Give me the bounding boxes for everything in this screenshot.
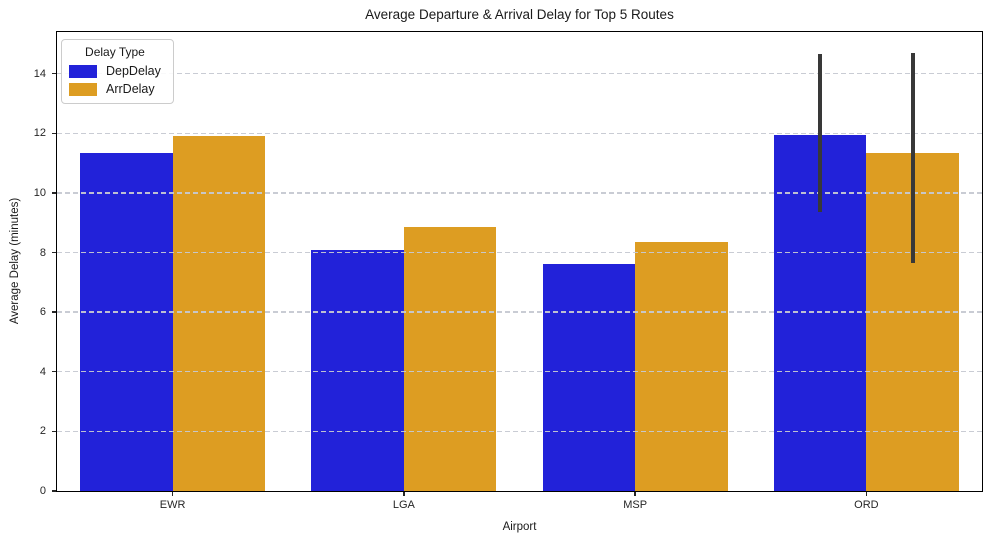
bar-MSP-DepDelay	[542, 264, 636, 491]
y-tick-label-4: 4	[39, 365, 46, 378]
plot-area: Delay Type DepDelay ArrDelay	[56, 31, 983, 492]
x-tick-label-EWR: EWR	[159, 499, 186, 511]
y-axis-label: Average Delay (minutes)	[9, 197, 21, 325]
y-tick-label-14: 14	[33, 67, 46, 80]
y-tick-mark-2	[52, 430, 56, 433]
gridline-y-4	[57, 371, 982, 373]
bar-MSP-ArrDelay	[635, 242, 728, 491]
x-tick-mark-LGA	[403, 492, 405, 496]
bar-LGA-ArrDelay	[403, 227, 497, 491]
legend-item-ArrDelay: ArrDelay	[69, 82, 161, 96]
x-tick-mark-ORD	[865, 492, 868, 496]
y-tick-label-0: 0	[39, 485, 46, 497]
y-tick-mark-12	[52, 132, 56, 135]
legend-item-DepDelay: DepDelay	[69, 64, 161, 78]
legend-title: Delay Type	[85, 45, 145, 59]
y-tick-mark-8	[52, 251, 56, 254]
y-tick-mark-10	[52, 192, 56, 194]
gridline-y-6	[57, 311, 982, 313]
legend-swatch-ArrDelay	[69, 82, 97, 96]
x-tick-label-ORD: ORD	[854, 499, 879, 511]
legend-label-ArrDelay: ArrDelay	[106, 82, 155, 96]
gridline-y-8	[57, 251, 982, 254]
errorbar-ORD-DepDelay	[818, 54, 823, 213]
y-tick-mark-0	[52, 490, 56, 492]
bar-LGA-DepDelay	[311, 249, 404, 491]
gridline-y-14	[57, 73, 982, 75]
x-tick-mark-EWR	[171, 492, 174, 496]
y-tick-mark-14	[52, 73, 56, 75]
x-axis-label: Airport	[502, 521, 537, 533]
gridline-y-12	[57, 132, 982, 135]
y-tick-label-10: 10	[33, 186, 46, 199]
x-tick-label-MSP: MSP	[623, 499, 648, 511]
y-tick-label-12: 12	[33, 127, 46, 140]
y-tick-mark-6	[52, 311, 56, 313]
y-tick-label-6: 6	[39, 306, 46, 319]
legend-label-DepDelay: DepDelay	[106, 64, 161, 78]
legend-swatch-DepDelay	[69, 64, 97, 78]
gridline-y-2	[57, 430, 982, 433]
y-tick-label-8: 8	[39, 246, 46, 259]
y-tick-label-2: 2	[39, 425, 46, 438]
x-tick-mark-MSP	[634, 492, 636, 496]
gridline-y-10	[57, 192, 982, 194]
chart-title: Average Departure & Arrival Delay for To…	[365, 7, 674, 22]
bar-EWR-ArrDelay	[172, 136, 266, 491]
legend-items: DepDelay ArrDelay	[69, 64, 161, 96]
x-tick-label-LGA: LGA	[392, 499, 415, 511]
errorbar-ORD-ArrDelay	[910, 52, 915, 263]
y-tick-mark-4	[52, 371, 56, 373]
bar-EWR-DepDelay	[80, 152, 173, 491]
legend: Delay Type DepDelay ArrDelay	[61, 39, 174, 104]
